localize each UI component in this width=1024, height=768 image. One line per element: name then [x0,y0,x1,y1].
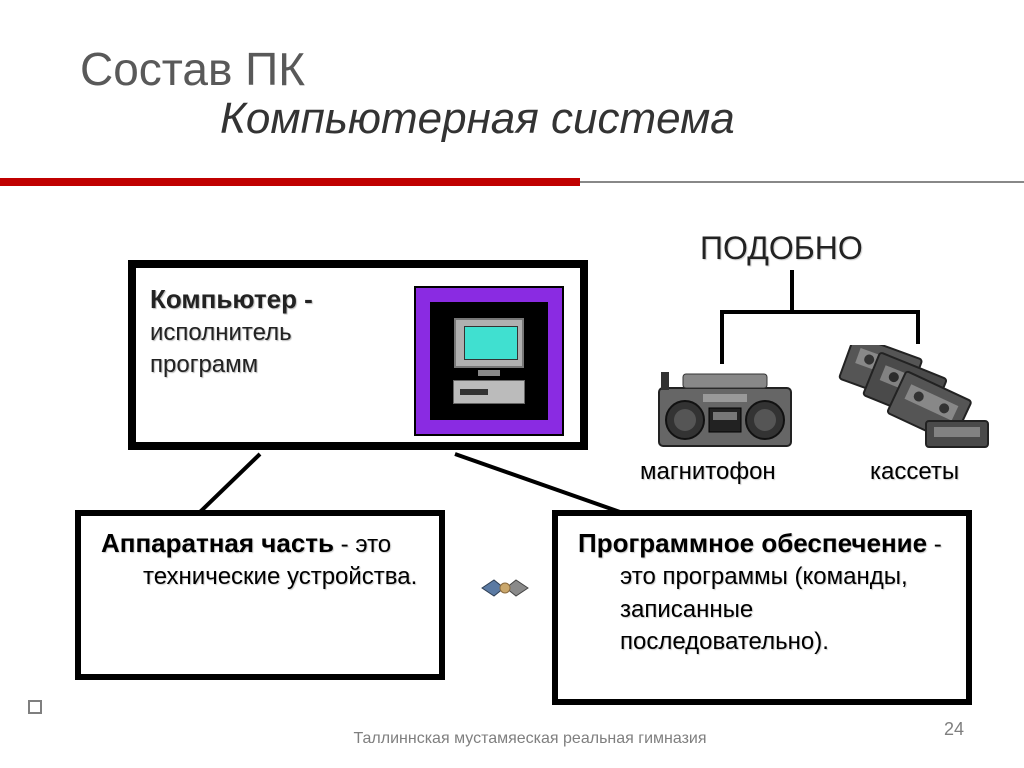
analogy-connector-3 [720,310,724,364]
computer-icon-frame [414,286,564,436]
computer-box: Компьютер - исполнитель программ [128,260,588,450]
red-underline [0,178,580,186]
handshake-icon [480,570,530,606]
bullet-marker [28,700,42,714]
footer-org: Таллиннская мустамяеская реальная гимназ… [350,729,710,748]
analogy-connector-4 [916,310,920,344]
page-number: 24 [944,719,964,740]
software-box: Программное обеспечение - это программы … [552,510,972,705]
boombox-label: магнитофон [640,458,776,486]
analogy-header: ПОДОБНО [700,230,863,267]
computer-term: Компьютер - [150,284,313,314]
computer-icon [430,302,548,420]
analogy-connector-2 [720,310,920,314]
hardware-term: Аппаратная часть [101,528,334,558]
analogy-connector-1 [790,270,794,310]
cassettes-icon [830,345,1000,455]
slide-title-2: Компьютерная система [220,94,964,144]
software-term: Программное обеспечение [578,528,927,558]
computer-def: исполнитель программ [150,319,292,378]
hardware-box: Аппаратная часть - это технические устро… [75,510,445,680]
slide-title-1: Состав ПК [80,42,964,96]
cassettes-label: кассеты [870,458,959,486]
boombox-icon [655,370,795,450]
grey-underline [580,181,1024,183]
